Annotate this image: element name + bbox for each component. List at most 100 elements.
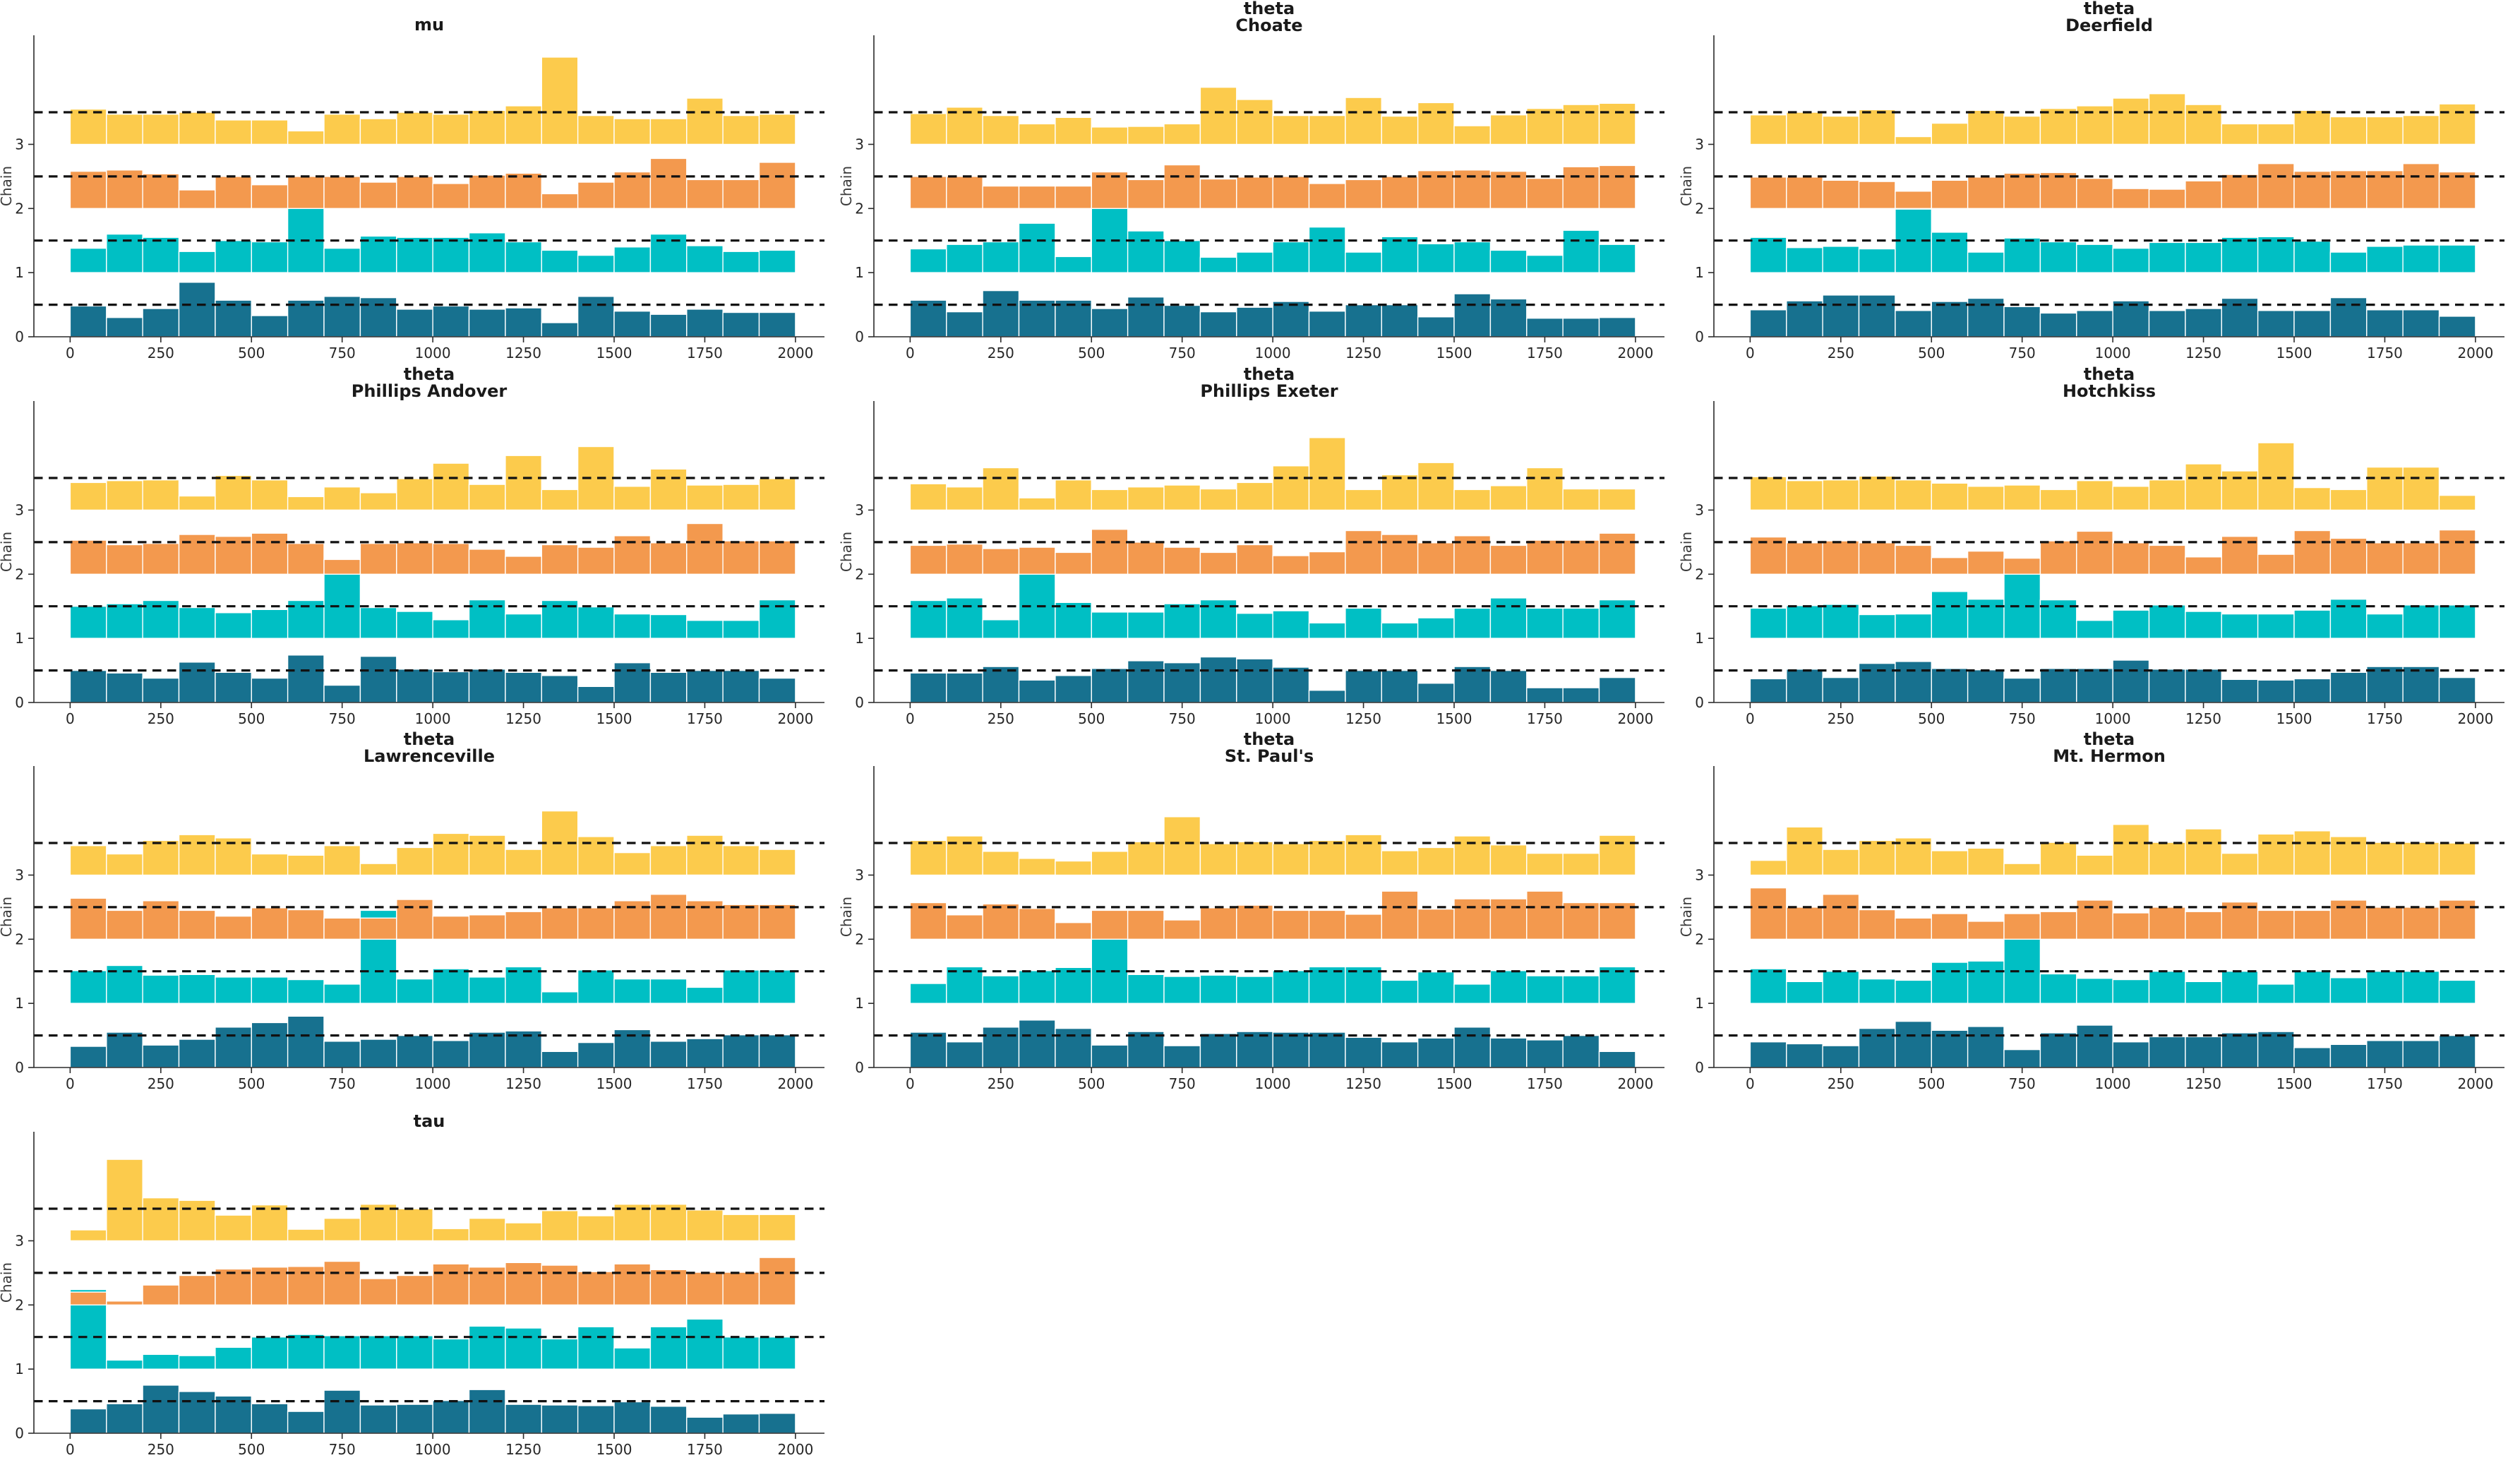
- rank-histogram-bar: [758, 1214, 796, 1242]
- rank-histogram-bar: [541, 56, 579, 145]
- rank-histogram-bar: [1858, 248, 1896, 273]
- y-tick-label: 0: [1695, 328, 1704, 345]
- rank-histogram-bar: [1526, 852, 1564, 876]
- rank-histogram-bar: [1381, 474, 1419, 511]
- rank-histogram-bar: [359, 1278, 397, 1305]
- rank-histogram-bar: [1858, 614, 1896, 639]
- rank-histogram-bar: [1308, 622, 1346, 639]
- y-axis-label: Chain: [840, 166, 855, 206]
- rank-histogram-bar: [69, 247, 107, 273]
- x-tick-label: 1250: [505, 710, 541, 727]
- y-tick-label: 0: [855, 694, 864, 711]
- rank-histogram-bar: [758, 311, 796, 337]
- rank-histogram-bar: [1236, 613, 1273, 639]
- rank-histogram-bar: [178, 112, 216, 145]
- rank-histogram-bar: [1236, 976, 1273, 1004]
- rank-histogram-bar: [432, 832, 470, 876]
- rank-histogram-bar: [613, 311, 652, 337]
- x-tick-label: 500: [238, 710, 265, 727]
- rank-histogram-bar: [909, 248, 947, 273]
- rank-histogram-bar: [323, 983, 361, 1004]
- rank-histogram-bar: [946, 311, 983, 337]
- rank-histogram-bar: [1018, 546, 1056, 575]
- rank-histogram-bar: [142, 308, 180, 337]
- rank-histogram-bar: [1091, 851, 1129, 876]
- rank-histogram-bar: [1749, 678, 1787, 703]
- rank-histogram-bar: [1858, 542, 1896, 575]
- x-tick-label: 0: [66, 1441, 75, 1458]
- rank-histogram-bar: [1749, 607, 1787, 639]
- rank-histogram-bar: [2257, 123, 2295, 145]
- y-tick-label: 3: [855, 501, 864, 518]
- rank-histogram-bar: [982, 241, 1020, 273]
- rank-histogram-bar: [323, 1041, 361, 1068]
- x-tick-label: 0: [66, 345, 75, 361]
- rank-histogram-bar: [106, 1159, 143, 1242]
- rank-histogram-bar: [541, 1264, 579, 1305]
- rank-histogram-bar: [613, 486, 652, 511]
- x-tick-label: 500: [1078, 345, 1105, 361]
- y-tick-label: 2: [855, 200, 864, 217]
- rank-histogram-bar: [251, 184, 289, 210]
- y-tick-label: 0: [1695, 694, 1704, 711]
- rank-histogram-bar: [432, 237, 470, 273]
- rank-histogram-bar: [1272, 666, 1310, 703]
- rank-histogram-bar: [2366, 971, 2404, 1004]
- rank-histogram-bar: [468, 309, 506, 337]
- rank-histogram-bar: [1055, 922, 1092, 940]
- rank-histogram-bar: [722, 251, 760, 273]
- rank-histogram-bar: [251, 119, 289, 145]
- rank-histogram-bar: [2076, 899, 2113, 940]
- rank-histogram-bar: [1091, 126, 1129, 145]
- rank-histogram-bar: [2185, 104, 2223, 145]
- rank-histogram-bar: [1055, 185, 1092, 209]
- rank-histogram-bar: [1417, 243, 1455, 273]
- rank-histogram-bar: [2329, 489, 2368, 511]
- rank-histogram-bar: [2076, 177, 2113, 210]
- rank-histogram-bar: [1526, 1039, 1564, 1068]
- rank-histogram-bar: [69, 1408, 107, 1434]
- rank-histogram-bar: [1931, 913, 1969, 940]
- rank-histogram-bar: [2039, 973, 2077, 1004]
- rank-histogram-bar: [1199, 311, 1237, 337]
- rank-histogram-bar: [1749, 309, 1787, 337]
- x-tick-label: 250: [988, 345, 1014, 361]
- rank-histogram-bar: [2003, 172, 2041, 210]
- rank-histogram-bar: [1163, 919, 1201, 940]
- rank-histogram-bar: [982, 185, 1020, 209]
- rank-histogram-bar: [178, 251, 216, 273]
- y-tick-label: 3: [15, 866, 24, 883]
- rank-histogram-bar: [1272, 610, 1310, 639]
- x-tick-label: 250: [1828, 1075, 1854, 1092]
- rank-histogram-bar: [541, 991, 579, 1004]
- rank-histogram-bar: [2257, 554, 2295, 575]
- rank-histogram-bar: [1858, 1027, 1896, 1068]
- rank-histogram-bar: [2257, 909, 2295, 940]
- rank-histogram-bar: [2148, 907, 2186, 940]
- rank-histogram-bar: [2076, 1024, 2113, 1068]
- x-tick-label: 500: [238, 345, 265, 361]
- rank-histogram-bar: [1822, 179, 1860, 210]
- y-tick-label: 2: [1695, 200, 1704, 217]
- rank-histogram-bar: [2148, 604, 2186, 639]
- rank-histogram-bar: [613, 613, 652, 639]
- rank-histogram-bar: [1749, 237, 1787, 273]
- rank-histogram-bar: [982, 619, 1020, 639]
- chain-3-bars: [1749, 529, 2476, 575]
- rank-histogram-bar: [722, 540, 760, 575]
- rank-histogram-bar: [2112, 979, 2150, 1004]
- chain-3-bars: [1749, 887, 2476, 940]
- rank-histogram-bar: [722, 114, 760, 145]
- rank-histogram-bar: [2293, 486, 2332, 511]
- subplot-title-line: Deerfield: [2065, 16, 2153, 35]
- rank-histogram-bar: [649, 978, 688, 1004]
- rank-histogram-bar: [1858, 294, 1896, 337]
- rank-histogram-bar: [251, 1337, 289, 1370]
- rank-histogram-bar: [1598, 835, 1636, 876]
- rank-histogram-bar: [287, 979, 325, 1004]
- x-tick-label: 1000: [415, 1441, 451, 1458]
- rank-histogram-bar: [1786, 177, 1823, 210]
- rank-histogram-bar: [2366, 666, 2404, 703]
- rank-histogram-bar: [1858, 909, 1896, 940]
- chain-1-bars: [69, 282, 796, 337]
